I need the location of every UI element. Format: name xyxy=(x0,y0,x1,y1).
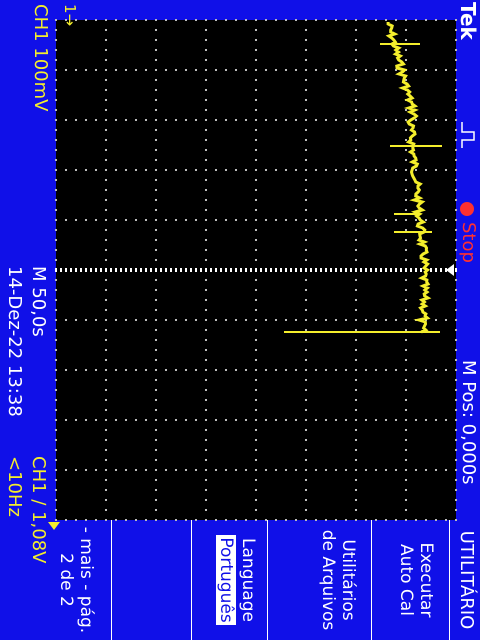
trigger-level-marker: 1→ xyxy=(61,4,79,27)
ch1-waveform-trace xyxy=(385,22,432,334)
menu-title: UTILITÁRIO xyxy=(456,530,477,630)
trace-glitches xyxy=(284,43,442,333)
menu-item-more-page[interactable]: - mais - pág. 2 de 2 xyxy=(31,520,112,640)
menu-item-language[interactable]: Language Português xyxy=(191,520,268,640)
frequency-readout: <10Hz xyxy=(4,456,25,517)
menu-item-auto-cal[interactable]: Executar Auto Cal xyxy=(371,520,450,640)
menu-item-auto-cal-line2: Auto Cal xyxy=(396,544,416,616)
ch1-scale-readout: CH1 100mV xyxy=(30,4,51,112)
date-time: 14-Dez-22 13:38 xyxy=(4,266,25,417)
menu-item-more-line2: 2 de 2 xyxy=(56,553,76,607)
timebase-readout: M 50,0s xyxy=(28,266,49,337)
menu-item-empty xyxy=(111,520,192,640)
graticule-grid xyxy=(55,19,457,521)
menu-item-file-utilities-line2: de Arquivos xyxy=(318,529,338,631)
menu-item-file-utilities-line1: Utilitários xyxy=(338,539,358,621)
trigger-edge-icon xyxy=(453,120,478,150)
menu-item-more-line1: - mais - pág. xyxy=(76,526,96,634)
trigger-position-arrow-icon xyxy=(446,264,454,276)
language-selected-value: Português xyxy=(216,535,236,625)
menu-item-auto-cal-line1: Executar xyxy=(416,542,436,618)
ch1-ground-marker-icon xyxy=(48,522,60,530)
menu-item-file-utilities[interactable]: Utilitários de Arquivos xyxy=(293,520,372,640)
menu-item-language-label: Language xyxy=(238,538,258,622)
